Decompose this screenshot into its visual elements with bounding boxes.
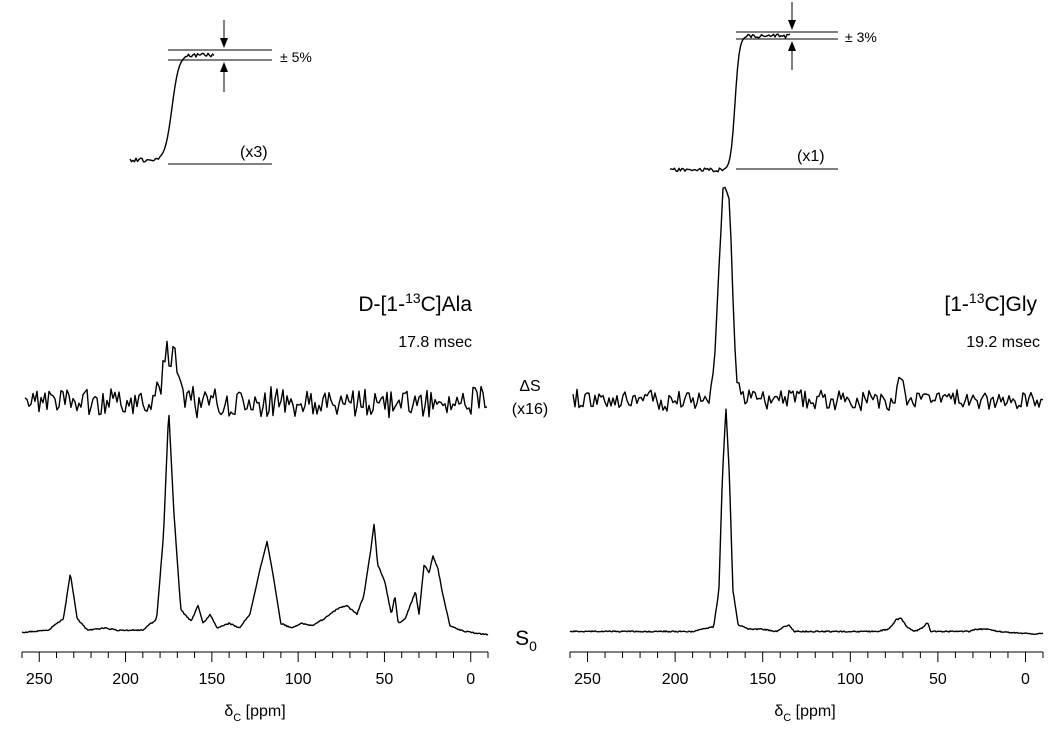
x-axis-ala: 250 200 150 100 50 0 δC [ppm] [21,651,489,724]
integral-curve-ala [129,52,215,163]
x-axis-gly: 250 200 150 100 50 0 δC [ppm] [569,651,1044,724]
arrow-down-icon [220,20,228,48]
integral-inset-ala: ± 5% (x3) [129,20,312,165]
panel-ala: ± 5% (x3) D-[1-13C]Ala 17.8 msec 250 200 1… [21,20,489,724]
integral-inset-gly: ± 3% (x1) [669,2,877,173]
sample-label-gly: [1-13C]Gly [944,290,1037,316]
time-label-ala: 17.8 msec [398,334,472,351]
arrow-up-icon [788,41,796,70]
x-tick-label-gly: 100 [837,671,864,688]
s0-trace-ala [21,414,489,636]
panel-gly: ± 3% (x1) [1-13C]Gly 19.2 msec 250 200 150… [569,2,1044,724]
x-tick-label-gly: 150 [749,671,776,688]
arrow-up-icon [220,62,228,92]
integral-tolerance-label-gly: ± 3% [845,29,877,45]
s0-trace-gly [569,408,1044,635]
x-tick-label-ala: 250 [26,671,53,688]
delta-s-scale-label: (x16) [512,401,548,418]
integral-scale-label-ala: (x3) [240,144,268,161]
x-axis-label-gly: δC [ppm] [774,703,835,724]
time-label-gly: 19.2 msec [966,334,1040,351]
x-tick-label-ala: 200 [112,671,139,688]
integral-scale-label-gly: (x1) [797,148,825,165]
x-tick-label-gly: 250 [574,671,601,688]
x-tick-label-gly: 0 [1021,671,1030,688]
integral-curve-gly [669,33,791,173]
sample-label-ala: D-[1-13C]Ala [358,290,472,316]
arrow-down-icon [788,2,796,30]
x-tick-label-ala: 100 [285,671,312,688]
x-ticks-ala: 250 200 150 100 50 0 [21,652,489,688]
x-tick-label-ala: 150 [199,671,226,688]
x-ticks-gly: 250 200 150 100 50 0 [569,652,1044,688]
x-tick-label-ala: 50 [376,671,394,688]
delta-s-label: ΔS [519,378,540,395]
delta-s-trace-gly [572,186,1044,412]
integral-tolerance-label-ala: ± 5% [280,49,312,65]
x-tick-label-gly: 200 [662,671,689,688]
x-tick-label-gly: 50 [929,671,947,688]
x-tick-label-ala: 0 [466,671,475,688]
s0-label: S0 [515,627,537,654]
x-axis-label-ala: δC [ppm] [224,703,285,724]
delta-s-trace-ala [24,340,488,419]
